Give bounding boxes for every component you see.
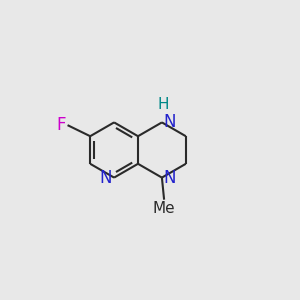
Text: N: N — [164, 113, 176, 131]
Text: F: F — [56, 116, 66, 134]
Text: H: H — [158, 97, 169, 112]
Text: Me: Me — [153, 201, 175, 216]
Text: N: N — [164, 169, 176, 187]
Text: N: N — [100, 169, 112, 187]
